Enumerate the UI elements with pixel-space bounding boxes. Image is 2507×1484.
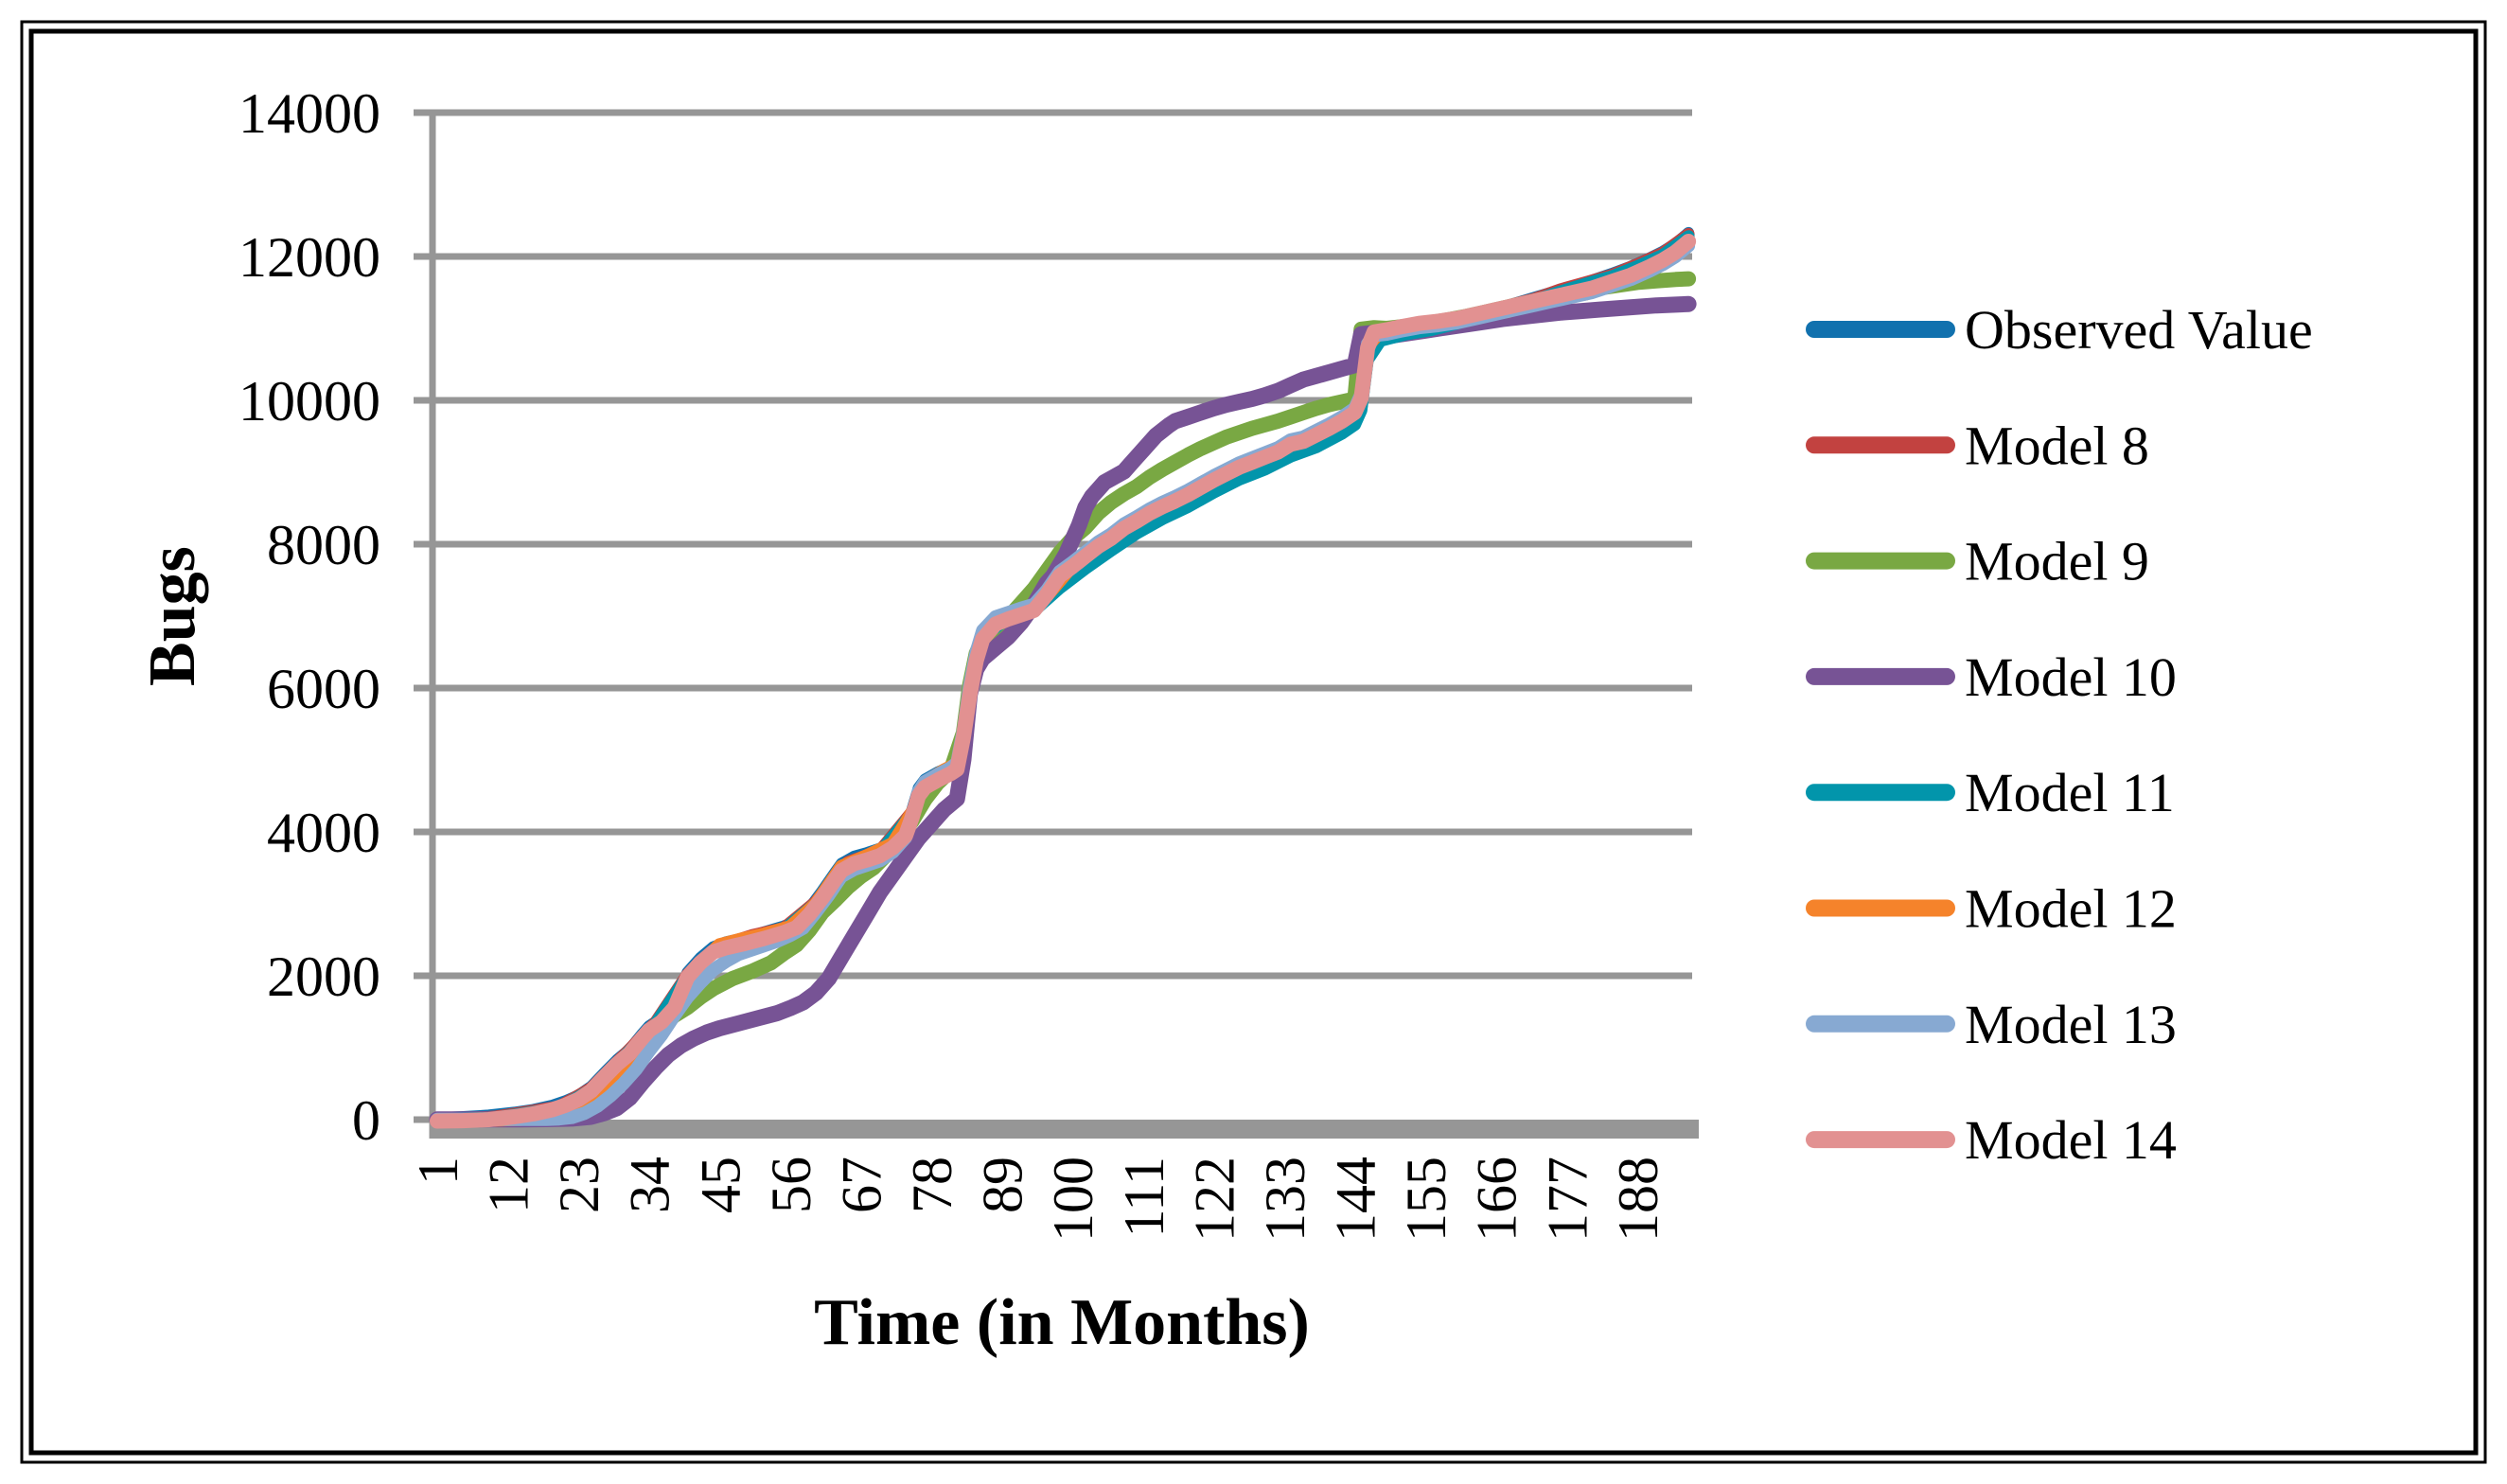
legend-swatch [1806, 436, 1955, 454]
legend-label: Model 8 [1965, 415, 2149, 476]
legend-label: Observed Value [1965, 299, 2313, 361]
y-tick-label: 0 [352, 1089, 380, 1152]
y-axis-tick-labels: 0 2000 4000 6000 8000 10000 12000 14000 [238, 82, 380, 1152]
x-tick-label: 23 [548, 1157, 610, 1213]
legend-label: Model 10 [1965, 646, 2177, 708]
inner-frame-border [28, 28, 2479, 1456]
legend-item-model-11: Model 11 [1806, 762, 2175, 823]
x-tick-label: 34 [619, 1157, 681, 1213]
y-tick-label: 6000 [267, 658, 380, 720]
legend-item-model-14: Model 14 [1806, 1109, 2177, 1171]
legend-label: Model 14 [1965, 1109, 2177, 1171]
legend-item-model-9: Model 9 [1806, 531, 2149, 592]
x-tick-label: 188 [1607, 1157, 1669, 1242]
legend-swatch [1806, 784, 1955, 802]
x-tick-label: 155 [1395, 1157, 1457, 1242]
x-tick-label: 12 [478, 1157, 540, 1213]
series-lines [429, 226, 1697, 1129]
legend-item-model-12: Model 12 [1806, 878, 2177, 940]
x-axis-line [433, 1120, 1699, 1139]
x-tick-label: 166 [1466, 1157, 1528, 1242]
y-tick-label: 4000 [267, 802, 380, 864]
axes [414, 109, 1699, 1139]
x-tick-label: 111 [1113, 1157, 1175, 1238]
legend-swatch [1806, 1015, 1955, 1033]
series-line-model-13 [431, 238, 1696, 1126]
x-tick-label: 78 [901, 1157, 963, 1213]
legend-swatch [1806, 321, 1955, 338]
x-tick-label: 67 [830, 1157, 892, 1213]
y-tick-label: 12000 [238, 226, 380, 289]
x-tick-label: 122 [1183, 1157, 1245, 1242]
y-axis-title: Bugs [136, 546, 209, 686]
y-tick-label: 8000 [267, 514, 380, 576]
x-tick-label: 45 [689, 1157, 751, 1213]
x-axis-tick-labels: 1 12 23 34 45 56 67 78 89 100 111 122 133 144 155 166 17… [407, 1157, 1669, 1242]
series-line-model-14 [430, 234, 1697, 1129]
gridlines [433, 109, 1692, 980]
series-line-model-9 [430, 271, 1697, 1127]
legend-item-model-8: Model 8 [1806, 415, 2149, 476]
series-line-model-11 [431, 230, 1695, 1126]
legend-swatch [1806, 552, 1955, 570]
series-line-model-12 [431, 236, 1696, 1128]
y-tick-label: 14000 [238, 82, 380, 145]
legend-swatch [1806, 667, 1955, 685]
outer-frame-border [20, 20, 2487, 1464]
x-tick-label: 1 [407, 1157, 469, 1185]
series-line-model-10 [429, 295, 1697, 1128]
legend-item-model-10: Model 10 [1806, 646, 2177, 708]
x-axis-title: Time (in Months) [814, 1286, 1310, 1359]
x-tick-label: 100 [1042, 1157, 1104, 1242]
y-tick-label: 2000 [267, 945, 380, 1008]
series-line-observed-value [432, 226, 1695, 1124]
x-tick-label: 133 [1254, 1157, 1316, 1242]
legend: Observed Value Model 8 Model 9 Model 10 Mode… [1806, 299, 2313, 1171]
x-tick-label: 56 [760, 1157, 822, 1213]
legend-label: Model 11 [1965, 762, 2175, 823]
y-tick-label: 10000 [238, 370, 380, 433]
legend-swatch [1806, 899, 1955, 917]
legend-item-model-13: Model 13 [1806, 994, 2177, 1055]
legend-label: Model 12 [1965, 878, 2177, 940]
x-tick-label: 177 [1536, 1157, 1598, 1242]
x-tick-label: 89 [972, 1157, 1034, 1213]
series-line-model-8 [431, 227, 1695, 1126]
x-tick-label: 144 [1325, 1157, 1387, 1242]
legend-swatch [1806, 1131, 1955, 1149]
legend-label: Model 9 [1965, 531, 2149, 592]
legend-item-observed-value: Observed Value [1806, 299, 2313, 361]
legend-label: Model 13 [1965, 994, 2177, 1055]
